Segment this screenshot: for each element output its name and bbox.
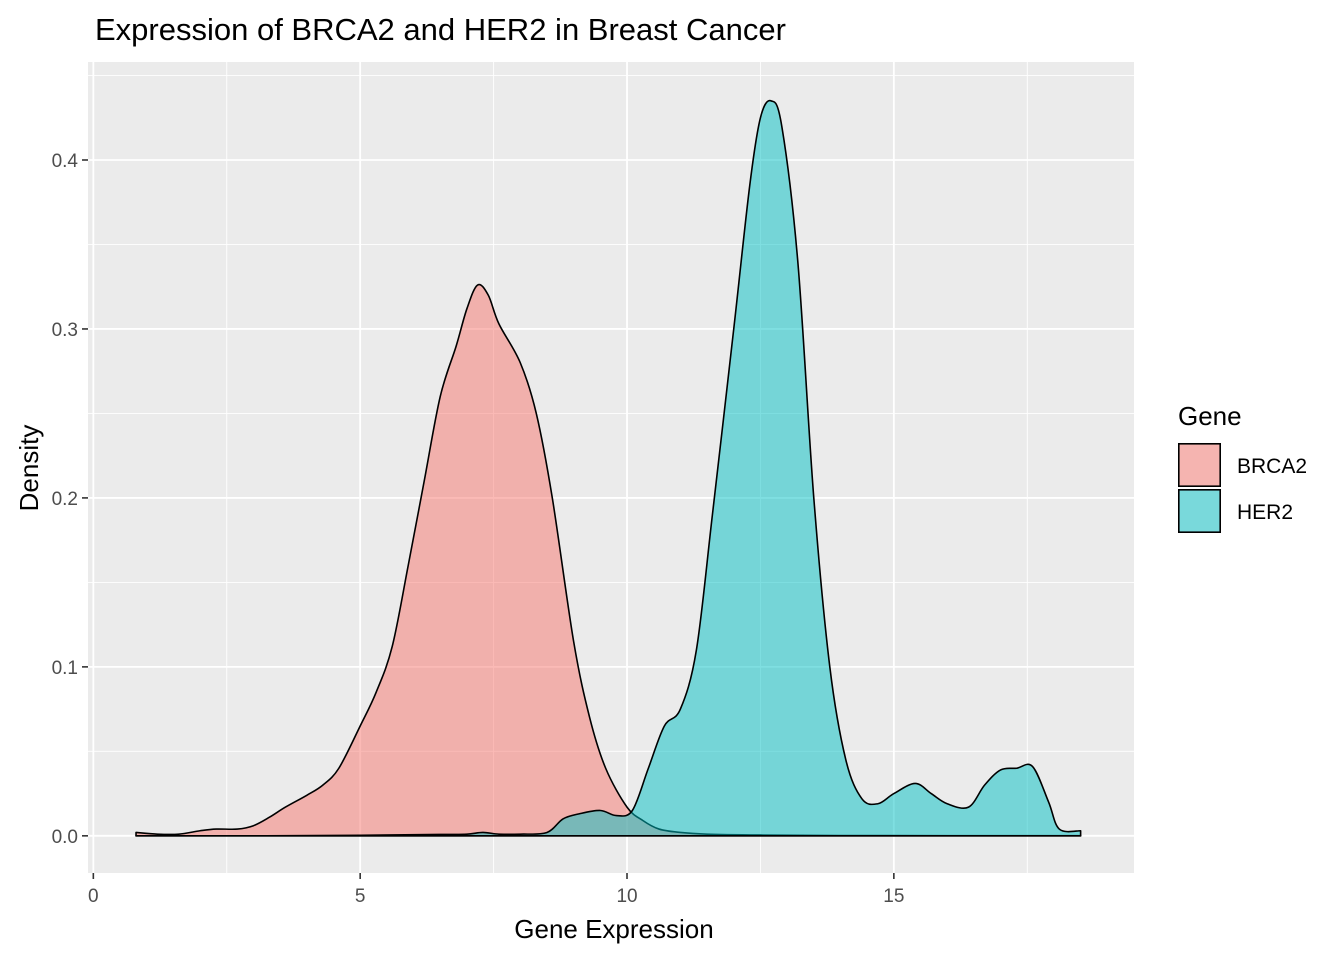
legend-items: BRCA2 HER2 [1178,442,1307,533]
brca2-legend-label: BRCA2 [1237,455,1307,478]
y-tick-label: 0.4 [52,151,79,172]
y-tick-label: 0.1 [52,658,78,679]
her2-legend-label: HER2 [1237,501,1293,524]
y-tick-label: 0.0 [52,827,78,848]
x-tick-label: 15 [883,886,904,907]
x-tick-label: 10 [616,886,637,907]
her2-legend-swatch [1178,488,1222,533]
x-tick-label: 0 [88,886,99,907]
chart-title: Expression of BRCA2 and HER2 in Breast C… [95,12,786,47]
legend-title: Gene [1178,401,1242,431]
y-tick-label: 0.3 [52,320,78,341]
her2-density-outline [135,99,1082,837]
x-tick-label: 5 [355,886,366,907]
axis-ticks: 0 5 10 15 0.0 0.1 0.2 0.3 0.4 [52,151,905,907]
legend: Gene BRCA2 HER2 [1178,401,1307,533]
plot-panel [88,62,1134,873]
brca2-legend-swatch [1178,442,1222,487]
x-axis-title: Gene Expression [514,914,713,944]
density-areas [135,99,1082,837]
y-axis-title: Density [14,425,44,512]
y-tick-label: 0.2 [52,489,78,510]
